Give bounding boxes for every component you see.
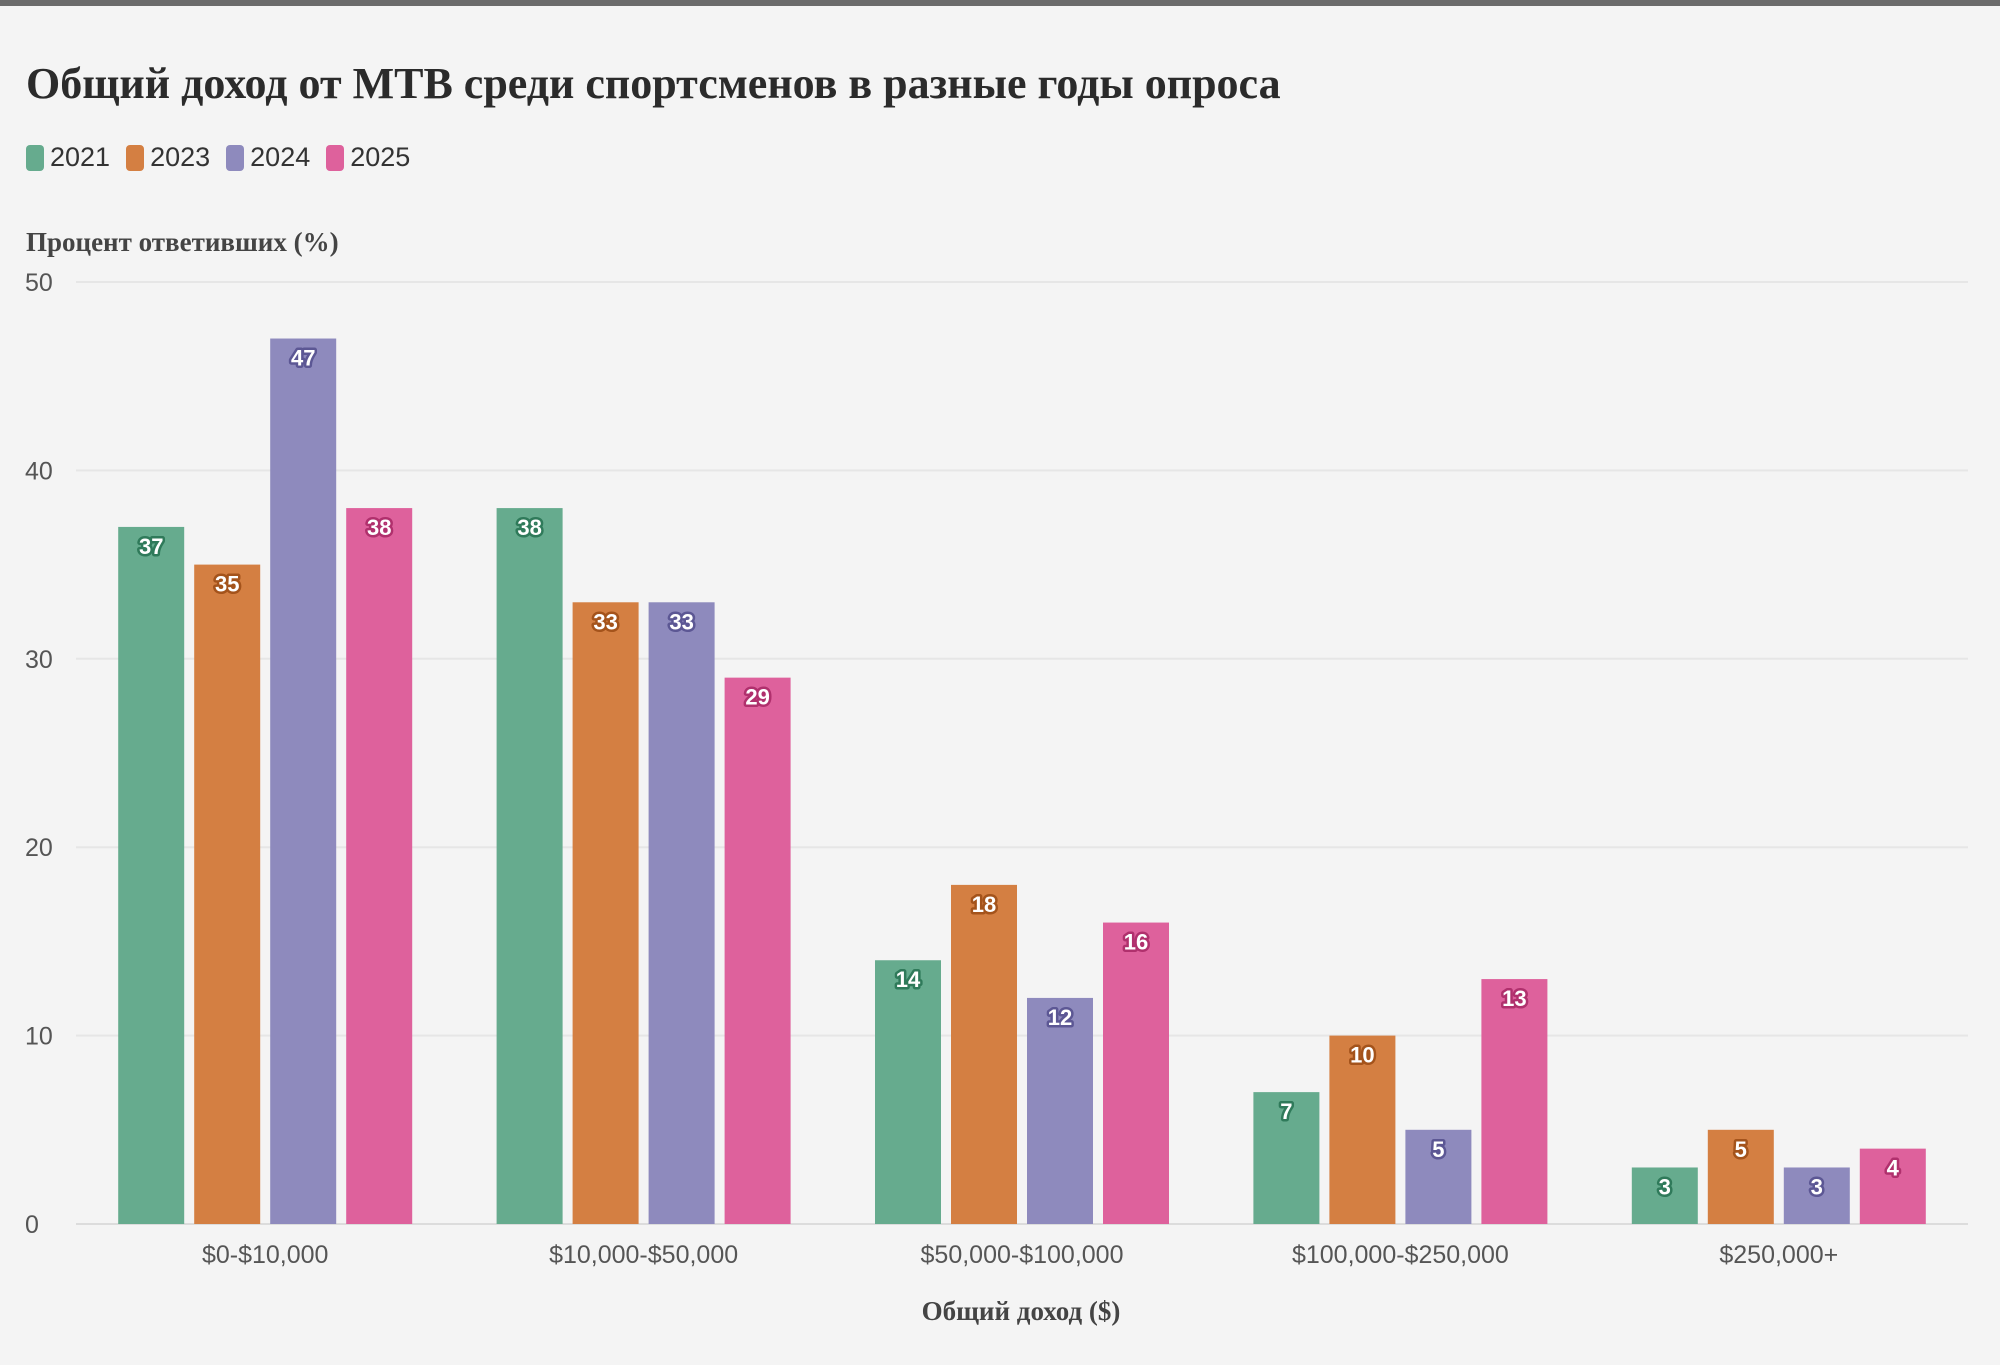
- legend-item-2024[interactable]: 2024: [226, 142, 310, 173]
- bar-value-label: 7: [1280, 1099, 1292, 1124]
- bar-value-label: 18: [972, 892, 996, 917]
- x-tick-label: $10,000-$50,000: [549, 1241, 738, 1269]
- bar: [496, 508, 563, 1225]
- bar-value-label: 29: [745, 685, 769, 710]
- bar-value-label: 4: [1887, 1156, 1900, 1181]
- legend-swatch: [126, 144, 145, 171]
- y-tick-label: 40: [25, 457, 53, 485]
- bar-value-label: 47: [291, 346, 315, 371]
- bar-value-label: 12: [1048, 1005, 1072, 1030]
- legend: 2021 2023 2024 2025: [26, 142, 410, 173]
- legend-item-2021[interactable]: 2021: [26, 142, 110, 173]
- x-tick-label: $100,000-$250,000: [1292, 1241, 1509, 1269]
- bar-value-label: 38: [517, 515, 541, 540]
- bar: [1103, 922, 1169, 1224]
- bar-value-label: 38: [367, 515, 391, 540]
- bar: [1631, 1167, 1698, 1224]
- top-rule: [0, 0, 2000, 6]
- y-tick-label: 10: [25, 1023, 53, 1051]
- y-tick-label: 50: [25, 269, 53, 297]
- bar-value-label: 33: [669, 609, 693, 634]
- bar-value-label: 10: [1350, 1043, 1374, 1068]
- bar: [270, 338, 337, 1224]
- bar: [1405, 1129, 1472, 1224]
- y-tick-label: 30: [25, 646, 53, 674]
- legend-label: 2024: [250, 142, 311, 172]
- y-tick-label: 20: [25, 834, 53, 862]
- bar-value-label: 33: [593, 609, 617, 634]
- legend-swatch: [226, 144, 245, 171]
- bar: [118, 526, 185, 1224]
- bar-value-label: 5: [1432, 1137, 1444, 1162]
- bar-value-label: 3: [1659, 1174, 1671, 1199]
- bar: [1707, 1129, 1774, 1224]
- bar: [1027, 997, 1093, 1224]
- bar-value-label: 13: [1502, 986, 1526, 1011]
- bar: [724, 677, 791, 1224]
- bar: [194, 564, 261, 1224]
- bar-value-label: 5: [1735, 1137, 1747, 1162]
- bar: [1783, 1167, 1850, 1224]
- bar-value-label: 14: [896, 967, 921, 992]
- bar: [1329, 1035, 1396, 1224]
- legend-swatch: [326, 144, 345, 171]
- legend-swatch: [26, 144, 44, 171]
- y-axis-title: Процент ответивших (%): [26, 227, 339, 257]
- bar: [951, 884, 1017, 1224]
- bar: [1253, 1092, 1320, 1224]
- bar-value-label: 3: [1811, 1174, 1823, 1199]
- bar-value-label: 37: [139, 534, 163, 559]
- legend-item-2023[interactable]: 2023: [126, 142, 210, 173]
- bar-value-label: 16: [1124, 930, 1148, 955]
- bar: [346, 508, 413, 1225]
- x-tick-label: $50,000-$100,000: [921, 1241, 1124, 1269]
- bar-value-label: 35: [215, 572, 239, 597]
- legend-label: 2023: [150, 142, 211, 172]
- y-tick-label: 0: [25, 1211, 39, 1239]
- legend-label: 2025: [350, 142, 411, 172]
- bar: [572, 602, 639, 1224]
- bar: [875, 960, 941, 1224]
- chart-title: Общий доход от МТВ среди спортсменов в р…: [26, 59, 1281, 108]
- legend-item-2025[interactable]: 2025: [326, 142, 410, 173]
- x-tick-label: $0-$10,000: [202, 1241, 329, 1269]
- legend-label: 2021: [50, 142, 111, 172]
- x-tick-label: $250,000+: [1719, 1241, 1838, 1269]
- x-axis-title: Общий доход ($): [922, 1296, 1121, 1326]
- bar: [1859, 1148, 1926, 1224]
- bar: [648, 602, 715, 1224]
- bar: [1481, 979, 1548, 1224]
